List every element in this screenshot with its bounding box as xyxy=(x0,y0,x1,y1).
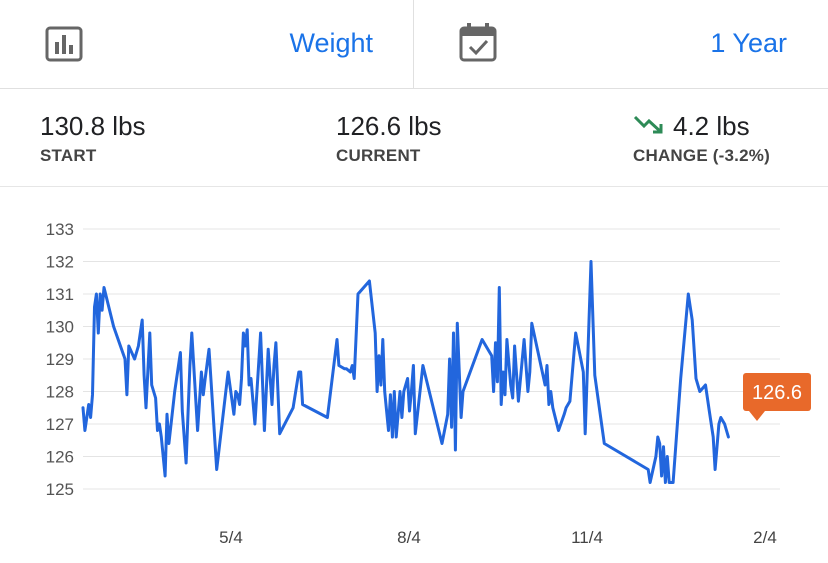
y-tick-label: 127 xyxy=(46,415,74,434)
y-tick-label: 126 xyxy=(46,448,74,467)
current-value: 126.6 lbs xyxy=(336,111,442,141)
change-label: CHANGE (-3.2%) xyxy=(633,146,770,165)
y-tick-label: 133 xyxy=(46,220,74,239)
grid xyxy=(83,228,780,490)
start-stat: 130.8 lbs START xyxy=(40,111,146,166)
weight-series-line xyxy=(81,260,730,484)
x-tick-label: 11/4 xyxy=(571,528,603,547)
bar-chart-icon[interactable] xyxy=(45,26,83,67)
x-tick-label: 8/4 xyxy=(397,528,421,547)
series-line-layer xyxy=(81,260,730,484)
stats-row: 130.8 lbs START 126.6 lbs CURRENT 4.2 lb… xyxy=(0,89,828,187)
current-label: CURRENT xyxy=(336,146,421,165)
change-value: 4.2 lbs xyxy=(673,111,750,141)
x-tick-label: 2/4 xyxy=(753,528,777,547)
y-tick-label: 125 xyxy=(46,480,74,499)
range-selector[interactable]: 1 Year xyxy=(710,28,787,58)
trending-down-icon xyxy=(633,113,665,140)
y-tick-label: 130 xyxy=(46,318,74,337)
tooltip-pointer xyxy=(749,411,765,421)
metric-selector[interactable]: Weight xyxy=(289,28,373,58)
weight-chart: 133 132 131 130 129 128 127 126 125 5/4 8/4 11/4 2/… xyxy=(0,187,828,563)
current-stat: 126.6 lbs CURRENT xyxy=(336,111,442,166)
chart-svg: 133 132 131 130 129 128 127 126 125 5/4 8/4 11/4 2/… xyxy=(46,220,811,547)
header-bar: Weight 1 Year xyxy=(0,0,828,89)
y-tick-label: 132 xyxy=(46,253,74,272)
value-tooltip: 126.6 xyxy=(743,373,811,421)
tooltip-value: 126.6 xyxy=(752,382,802,404)
y-axis-labels: 133 132 131 130 129 128 127 126 125 xyxy=(46,220,74,499)
x-tick-label: 5/4 xyxy=(219,528,243,547)
tooltip-box xyxy=(743,373,811,411)
start-value: 130.8 lbs xyxy=(40,111,146,141)
header-divider xyxy=(413,0,414,88)
start-label: START xyxy=(40,146,97,165)
y-tick-label: 131 xyxy=(46,285,74,304)
x-axis-labels: 5/4 8/4 11/4 2/4 xyxy=(219,528,777,547)
y-tick-label: 128 xyxy=(46,383,74,402)
change-stat: 4.2 lbs CHANGE (-3.2%) xyxy=(633,111,770,166)
y-tick-label: 129 xyxy=(46,350,74,369)
calendar-check-icon[interactable] xyxy=(459,22,497,67)
